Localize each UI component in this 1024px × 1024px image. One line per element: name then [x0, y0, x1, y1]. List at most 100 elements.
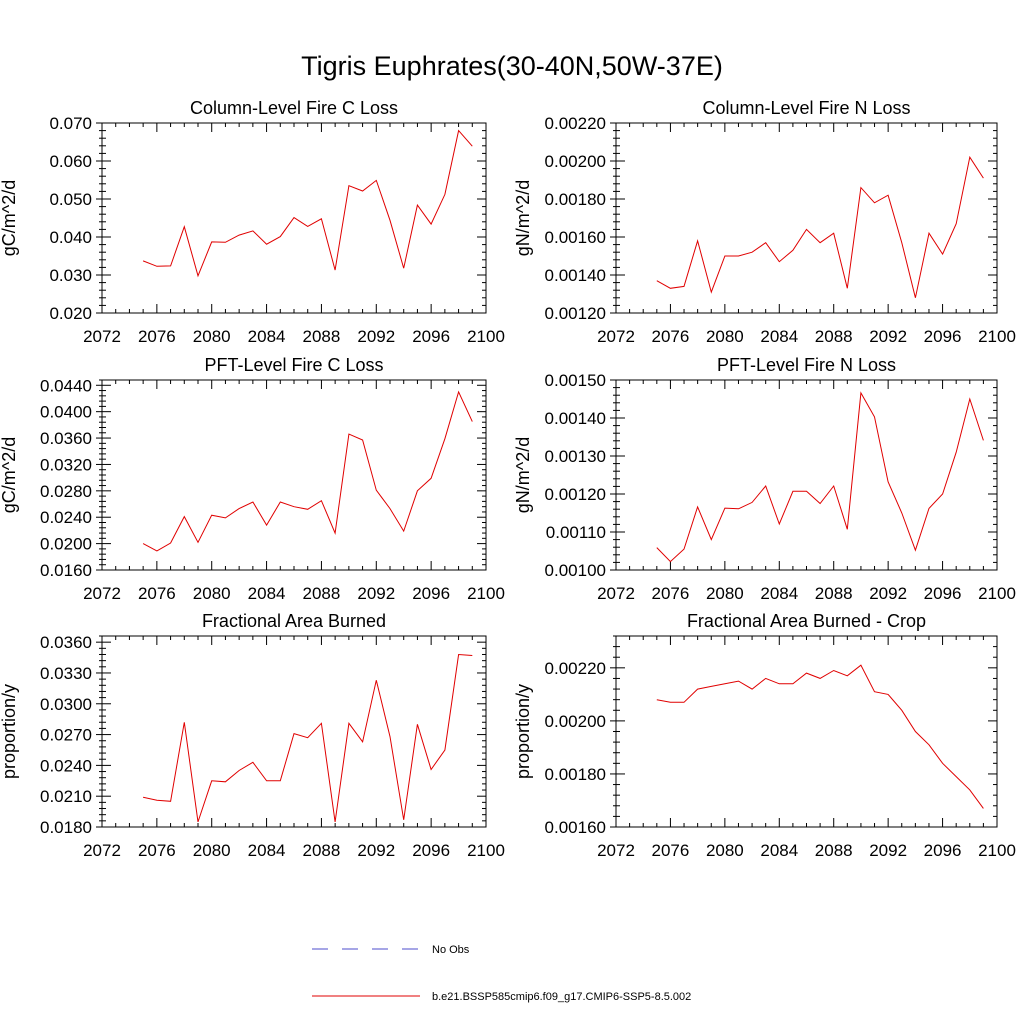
x-tick-label: 2076	[652, 327, 690, 346]
x-tick-label: 2084	[248, 327, 286, 346]
legend-label: b.e21.BSSP585cmip6.f09_g17.CMIP6-SSP5-8.…	[432, 991, 691, 1003]
plot-frame	[615, 635, 998, 828]
y-tick-label: 0.00130	[545, 447, 606, 466]
chart-panel-4: 2072 2076 2080 2084 2088 2092 2096 2100 0.00100 0…	[513, 355, 1016, 603]
y-tick-label: 0.0360	[40, 633, 92, 652]
y-axis-label: proportion/y	[513, 684, 533, 779]
x-tick-label: 2084	[248, 584, 286, 603]
y-tick-label: 0.0360	[40, 429, 92, 448]
x-tick-label: 2088	[815, 327, 853, 346]
x-tick-label: 2100	[467, 584, 505, 603]
series-line	[142, 129, 473, 278]
x-tick-label: 2092	[869, 841, 907, 860]
x-tick-label: 2076	[138, 327, 176, 346]
y-tick-label: 0.040	[49, 228, 92, 247]
x-tick-label: 2072	[83, 584, 121, 603]
x-tick-label: 2096	[412, 841, 450, 860]
y-tick-label: 0.00160	[545, 818, 606, 837]
y-tick-label: 0.00150	[545, 371, 606, 390]
x-tick-label: 2100	[978, 327, 1016, 346]
y-tick-label: 0.030	[49, 266, 92, 285]
x-tick-label: 2100	[978, 841, 1016, 860]
x-tick-label: 2088	[303, 584, 341, 603]
x-tick-label: 2080	[706, 327, 744, 346]
y-tick-label: 0.0270	[40, 726, 92, 745]
series-line	[142, 390, 473, 552]
y-tick-label: 0.020	[49, 304, 92, 323]
x-tick-label: 2100	[467, 327, 505, 346]
x-tick-label: 2096	[924, 327, 962, 346]
x-tick-label: 2100	[467, 841, 505, 860]
x-tick-label: 2092	[357, 327, 395, 346]
y-tick-label: 0.00120	[545, 485, 606, 504]
y-tick-label: 0.00220	[545, 114, 606, 133]
y-axis-label: gC/m^2/d	[0, 180, 19, 256]
panel-title: Column-Level Fire N Loss	[702, 98, 910, 118]
legend-label: No Obs	[432, 944, 470, 956]
plot-frame	[101, 379, 487, 571]
y-tick-label: 0.00180	[545, 765, 606, 784]
y-tick-label: 0.00140	[545, 409, 606, 428]
x-tick-label: 2072	[597, 327, 635, 346]
x-tick-label: 2096	[412, 327, 450, 346]
x-tick-label: 2080	[193, 841, 231, 860]
x-tick-label: 2080	[193, 327, 231, 346]
panel-title: PFT-Level Fire C Loss	[204, 355, 383, 375]
panels: 2072 2076 2080 2084 2088 2092 2096 2100 0.020 0.0…	[0, 98, 1016, 860]
y-axis-label: gC/m^2/d	[0, 437, 19, 513]
series-line	[656, 391, 984, 563]
x-tick-label: 2072	[83, 841, 121, 860]
x-tick-label: 2092	[357, 584, 395, 603]
x-tick-label: 2080	[706, 584, 744, 603]
chart-panel-6: 2072 2076 2080 2084 2088 2092 2096 2100 0.00160 0…	[513, 611, 1016, 860]
y-tick-label: 0.00140	[545, 266, 606, 285]
x-tick-label: 2100	[978, 584, 1016, 603]
plot-frame	[101, 635, 487, 828]
y-tick-label: 0.0280	[40, 482, 92, 501]
y-tick-label: 0.0160	[40, 561, 92, 580]
x-tick-label: 2096	[412, 584, 450, 603]
chart-panel-3: 2072 2076 2080 2084 2088 2092 2096 2100 0.0160 0.…	[0, 355, 505, 603]
x-tick-label: 2076	[652, 841, 690, 860]
panel-title: Fractional Area Burned - Crop	[687, 611, 926, 631]
panel-title: PFT-Level Fire N Loss	[717, 355, 896, 375]
x-tick-label: 2072	[597, 584, 635, 603]
y-tick-label: 0.0180	[40, 818, 92, 837]
y-tick-label: 0.0210	[40, 787, 92, 806]
chart-panel-1: 2072 2076 2080 2084 2088 2092 2096 2100 0.020 0.0…	[0, 98, 505, 346]
y-tick-label: 0.00220	[545, 659, 606, 678]
figure-title: Tigris Euphrates(30-40N,50W-37E)	[301, 51, 723, 81]
x-tick-label: 2088	[815, 584, 853, 603]
x-tick-label: 2076	[138, 584, 176, 603]
y-tick-label: 0.00110	[546, 523, 606, 542]
y-tick-label: 0.00180	[545, 190, 606, 209]
x-tick-label: 2080	[706, 841, 744, 860]
x-tick-label: 2084	[760, 584, 798, 603]
y-tick-label: 0.00100	[545, 561, 606, 580]
x-tick-label: 2076	[652, 584, 690, 603]
y-tick-label: 0.0320	[40, 455, 92, 474]
plot-frame	[615, 379, 998, 571]
x-tick-label: 2072	[597, 841, 635, 860]
x-tick-label: 2096	[924, 841, 962, 860]
x-tick-label: 2084	[760, 841, 798, 860]
x-tick-label: 2092	[357, 841, 395, 860]
x-tick-label: 2072	[83, 327, 121, 346]
x-tick-label: 2084	[248, 841, 286, 860]
series-line	[656, 155, 984, 298]
panel-title: Column-Level Fire C Loss	[190, 98, 398, 118]
x-tick-label: 2076	[138, 841, 176, 860]
x-tick-label: 2088	[815, 841, 853, 860]
y-tick-label: 0.0240	[40, 756, 92, 775]
x-tick-label: 2092	[869, 584, 907, 603]
y-axis-label: gN/m^2/d	[513, 437, 533, 513]
y-tick-label: 0.0240	[40, 508, 92, 527]
y-tick-label: 0.0300	[40, 695, 92, 714]
x-tick-label: 2088	[303, 841, 341, 860]
y-tick-label: 0.070	[49, 114, 92, 133]
y-tick-label: 0.0400	[40, 403, 92, 422]
y-tick-label: 0.00120	[545, 304, 606, 323]
y-tick-label: 0.060	[49, 152, 92, 171]
y-tick-label: 0.0200	[40, 535, 92, 554]
